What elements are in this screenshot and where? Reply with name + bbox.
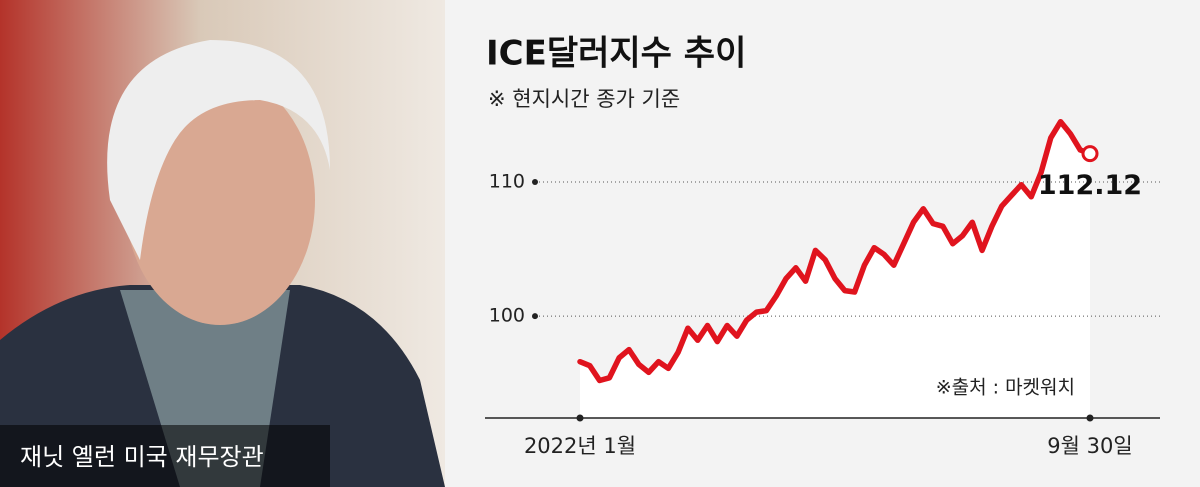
area-fill	[580, 121, 1090, 418]
photo-caption: 재닛 옐런 미국 재무장관	[20, 443, 264, 471]
source-note: ※출처 : 마켓워치	[936, 377, 1075, 399]
x-tick-dot	[1086, 414, 1094, 422]
x-tick-label: 9월 30일	[1047, 434, 1132, 458]
end-point	[1081, 145, 1099, 163]
end-value-label: 112.12	[1038, 170, 1142, 201]
chart-subtitle: ※ 현지시간 종가 기준	[488, 87, 680, 111]
y-tick-label: 100	[489, 305, 525, 327]
chart-title: ICE달러지수 추이	[486, 34, 746, 74]
tick-dot	[532, 313, 538, 320]
x-tick-label: 2022년 1월	[524, 434, 636, 458]
y-tick-label: 110	[489, 171, 525, 193]
data-line	[577, 118, 1093, 384]
tick-dot	[532, 179, 538, 186]
photo: 재닛 옐런 미국 재무장관	[0, 0, 445, 487]
x-tick-dot	[576, 414, 584, 422]
